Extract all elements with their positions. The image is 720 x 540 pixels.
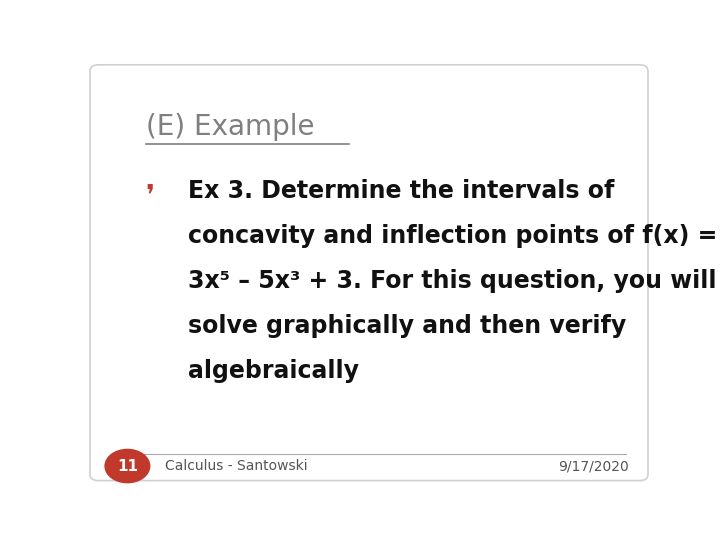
Text: (E) Example: (E) Example bbox=[145, 113, 315, 140]
Text: concavity and inflection points of f(x) =: concavity and inflection points of f(x) … bbox=[188, 224, 717, 248]
Text: 11: 11 bbox=[117, 458, 138, 474]
Text: 3x⁵ – 5x³ + 3. For this question, you will: 3x⁵ – 5x³ + 3. For this question, you wi… bbox=[188, 269, 716, 293]
FancyBboxPatch shape bbox=[90, 65, 648, 481]
Text: algebraically: algebraically bbox=[188, 359, 359, 383]
Text: Ex 3. Determine the intervals of: Ex 3. Determine the intervals of bbox=[188, 179, 614, 203]
Text: ❜: ❜ bbox=[145, 181, 155, 209]
Text: Calculus - Santowski: Calculus - Santowski bbox=[166, 459, 308, 473]
Text: 9/17/2020: 9/17/2020 bbox=[558, 459, 629, 473]
Text: solve graphically and then verify: solve graphically and then verify bbox=[188, 314, 626, 338]
Circle shape bbox=[105, 449, 150, 483]
